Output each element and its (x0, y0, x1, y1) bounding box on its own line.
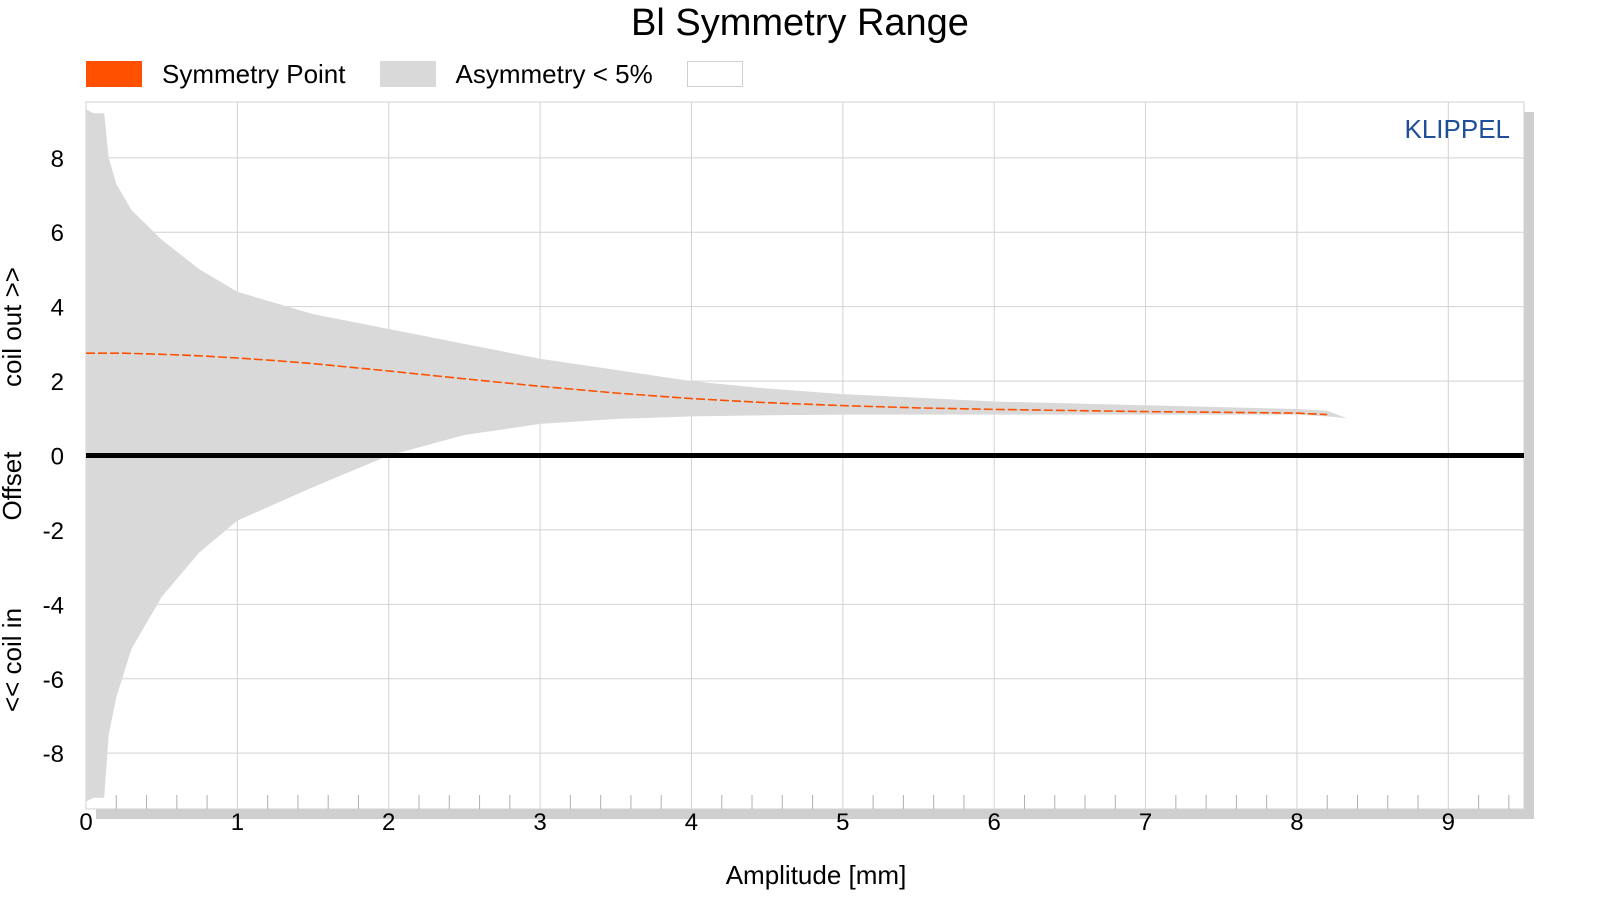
legend-item-symmetry-point: Symmetry Point (86, 59, 346, 90)
y-tick-label: 8 (51, 146, 64, 173)
x-tick-labels: 0 1 2 3 4 5 6 7 8 9 (79, 809, 1455, 836)
chart-title: Bl Symmetry Range (631, 2, 969, 44)
y-tick-label: 4 (51, 295, 64, 322)
y-tick-label: -6 (43, 667, 64, 694)
legend-swatch-empty (686, 61, 743, 87)
legend-swatch-symmetry-point (86, 61, 142, 87)
y-tick-label: 0 (51, 444, 64, 471)
klippel-watermark: KLIPPEL (1404, 114, 1510, 144)
x-tick-label: 1 (231, 809, 244, 836)
y-tick-label: 6 (51, 220, 64, 247)
x-tick-label: 9 (1442, 809, 1455, 836)
x-tick-label: 5 (836, 809, 849, 836)
legend-item-asymmetry: Asymmetry < 5% (379, 58, 653, 90)
y-tick-label: -4 (43, 592, 64, 619)
y-tick-labels: 8 6 4 2 0 -2 -4 -6 -8 (43, 146, 64, 768)
x-minor-ticks (115, 795, 1510, 809)
x-tick-label: 7 (1139, 809, 1152, 836)
x-tick-label: 3 (533, 809, 546, 836)
legend-label-symmetry-point: Symmetry Point (162, 58, 346, 89)
y-tick-label: 2 (51, 369, 64, 396)
x-axis-label: Amplitude [mm] (726, 860, 907, 890)
symmetry-point-line (86, 352, 1328, 416)
x-tick-label: 0 (79, 809, 92, 836)
legend-swatch-asymmetry (379, 61, 436, 87)
x-tick-label: 2 (382, 809, 395, 836)
y-axis-label-coil-in: << coil in (0, 608, 27, 712)
x-tick-label: 6 (988, 809, 1001, 836)
y-tick-label: -8 (43, 741, 64, 768)
legend: Symmetry Point Asymmetry < 5% (86, 58, 777, 90)
x-tick-label: 8 (1290, 809, 1303, 836)
y-axis-label-coil-out: coil out >> (0, 267, 27, 387)
legend-label-asymmetry: Asymmetry < 5% (455, 58, 653, 89)
legend-item-empty (686, 61, 743, 87)
x-tick-label: 4 (685, 809, 698, 836)
y-axis-label-offset: Offset (0, 451, 27, 521)
y-tick-label: -2 (43, 518, 64, 545)
